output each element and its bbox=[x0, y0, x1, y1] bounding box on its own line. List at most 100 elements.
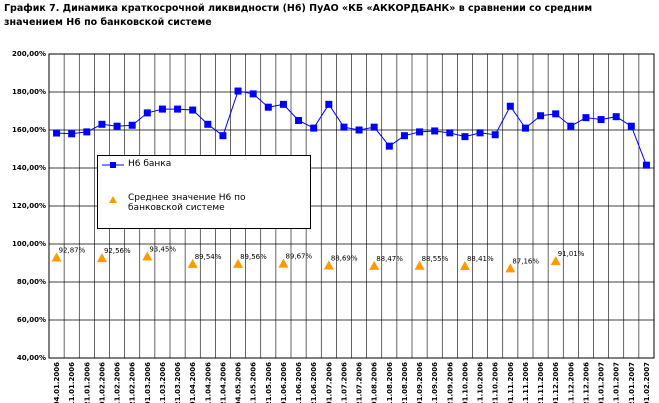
marker bbox=[233, 258, 244, 268]
marker bbox=[158, 105, 166, 113]
x-tick-label: 21.09.2006 bbox=[446, 362, 454, 403]
marker bbox=[370, 123, 378, 131]
x-tick-label: 01.10.2006 bbox=[461, 362, 469, 403]
data-label: 88,69% bbox=[331, 254, 358, 262]
x-tick-label: 01.08.2006 bbox=[371, 362, 379, 403]
data-label: 89,67% bbox=[285, 253, 312, 261]
data-label: 87,16% bbox=[512, 257, 539, 265]
y-tick-label: 120,00% bbox=[12, 202, 46, 210]
marker bbox=[431, 127, 439, 135]
data-label: 89,56% bbox=[240, 253, 267, 261]
x-tick-label: 11.03.2006 bbox=[159, 362, 167, 403]
marker bbox=[310, 124, 318, 132]
data-label: 91,01% bbox=[558, 250, 585, 258]
marker bbox=[98, 120, 106, 128]
x-tick-label: 21.05.2006 bbox=[265, 362, 273, 403]
x-tick-label: 11.01.2007 bbox=[613, 362, 621, 403]
y-tick-label: 160,00% bbox=[12, 126, 46, 134]
x-tick-label: 11.09.2006 bbox=[431, 362, 439, 403]
legend-key bbox=[110, 162, 116, 168]
y-tick-label: 40,00% bbox=[17, 354, 46, 362]
data-label: 92,56% bbox=[104, 247, 131, 255]
marker bbox=[642, 161, 650, 169]
x-tick-label: 21.10.2006 bbox=[492, 362, 500, 403]
data-label: 89,54% bbox=[195, 253, 222, 261]
marker bbox=[189, 106, 197, 114]
marker bbox=[128, 121, 136, 129]
marker bbox=[51, 252, 62, 262]
marker bbox=[597, 116, 605, 124]
marker bbox=[234, 87, 242, 95]
x-tick-label: 01.03.2006 bbox=[144, 362, 152, 403]
marker bbox=[537, 112, 545, 120]
x-tick-label: 01.04.2006 bbox=[189, 362, 197, 403]
marker bbox=[279, 100, 287, 108]
x-tick-label: 11.10.2006 bbox=[477, 362, 485, 403]
marker bbox=[369, 260, 380, 270]
legend-key bbox=[109, 196, 117, 203]
marker bbox=[552, 110, 560, 118]
marker bbox=[325, 100, 333, 108]
marker bbox=[113, 122, 121, 130]
marker bbox=[355, 126, 363, 134]
x-tick-label: 21.04.2006 bbox=[219, 362, 227, 403]
data-label: 92,87% bbox=[59, 247, 86, 255]
x-tick-label: 21.07.2006 bbox=[356, 362, 364, 403]
marker bbox=[187, 258, 198, 268]
y-tick-label: 140,00% bbox=[12, 164, 46, 172]
marker bbox=[385, 142, 393, 150]
x-tick-label: 11.06.2006 bbox=[295, 362, 303, 403]
x-tick-label: 21.12.2006 bbox=[582, 362, 590, 403]
x-tick-label: 04.05.2006 bbox=[235, 362, 243, 403]
marker bbox=[550, 256, 561, 266]
x-tick-label: 01.07.2006 bbox=[325, 362, 333, 403]
x-tick-label: 04.01.2006 bbox=[53, 362, 61, 403]
marker bbox=[476, 129, 484, 137]
marker bbox=[53, 129, 61, 137]
marker bbox=[143, 109, 151, 117]
marker bbox=[459, 261, 470, 271]
x-tick-label: 21.01.2006 bbox=[83, 362, 91, 403]
data-label: 88,47% bbox=[376, 255, 403, 263]
marker bbox=[416, 128, 424, 136]
data-label: 88,55% bbox=[422, 255, 449, 263]
x-tick-label: 21.02.2006 bbox=[129, 362, 137, 403]
marker bbox=[295, 117, 303, 124]
x-tick-label: 21.03.2006 bbox=[174, 362, 182, 403]
x-tick-label: 11.01.2006 bbox=[68, 362, 76, 403]
x-tick-label: 21.11.2006 bbox=[537, 362, 545, 403]
marker bbox=[582, 114, 590, 122]
y-tick-label: 200,00% bbox=[12, 50, 46, 58]
x-tick-label: 11.07.2006 bbox=[340, 362, 348, 403]
chart-title: График 7. Динамика краткосрочной ликвидн… bbox=[4, 3, 593, 28]
marker bbox=[505, 263, 516, 273]
plot-border bbox=[48, 53, 655, 359]
marker bbox=[219, 132, 227, 140]
marker bbox=[461, 133, 469, 141]
x-tick-label: 11.04.2006 bbox=[204, 362, 212, 403]
x-tick-label: 11.12.2006 bbox=[567, 362, 575, 403]
marker bbox=[142, 251, 153, 261]
data-label: 88,41% bbox=[467, 255, 494, 263]
marker bbox=[491, 131, 499, 139]
marker bbox=[612, 113, 620, 121]
marker bbox=[249, 90, 257, 98]
x-tick-label: 01.02.2007 bbox=[643, 362, 651, 403]
x-tick-label: 21.01.2007 bbox=[628, 362, 636, 403]
x-tick-label: 01.02.2006 bbox=[98, 362, 106, 403]
x-tick-label: 21.06.2006 bbox=[310, 362, 318, 403]
legend-label: Среднее значение Н6 по банковской систем… bbox=[128, 193, 246, 213]
y-tick-label: 60,00% bbox=[17, 316, 46, 324]
marker bbox=[264, 103, 272, 111]
marker bbox=[278, 258, 289, 268]
marker bbox=[68, 130, 76, 138]
y-tick-label: 180,00% bbox=[12, 88, 46, 96]
x-tick-label: 11.05.2006 bbox=[250, 362, 258, 403]
x-tick-label: 11.08.2006 bbox=[386, 362, 394, 403]
x-tick-label: 21.08.2006 bbox=[401, 362, 409, 403]
x-tick-label: 01.06.2006 bbox=[280, 362, 288, 403]
marker bbox=[567, 122, 575, 130]
x-tick-label: 01.12.2006 bbox=[552, 362, 560, 403]
y-tick-label: 80,00% bbox=[17, 278, 46, 286]
marker bbox=[627, 122, 635, 130]
